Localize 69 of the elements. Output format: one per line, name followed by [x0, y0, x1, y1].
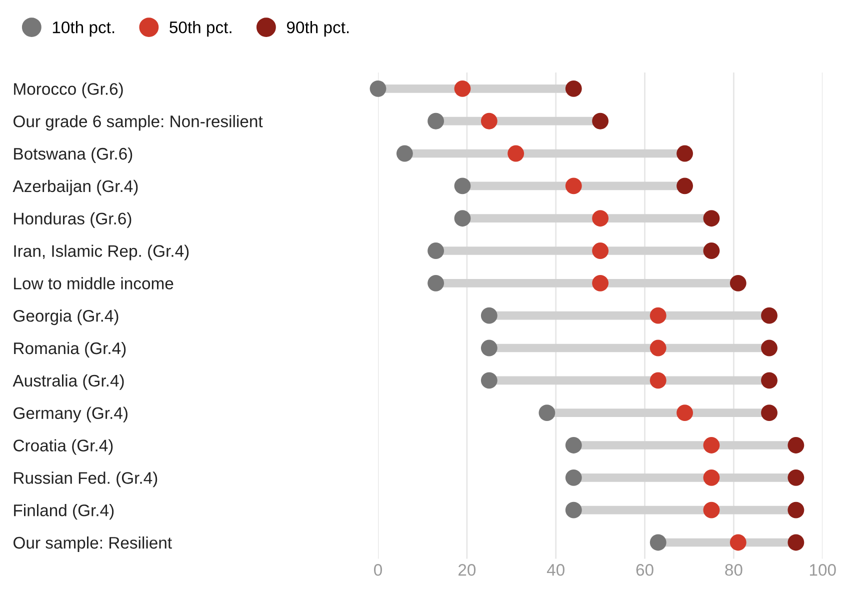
y-tick-label: Romania (Gr.4)	[14, 342, 126, 358]
x-tick-label: 20	[458, 564, 476, 576]
point	[592, 242, 609, 259]
point	[565, 178, 582, 194]
x-tick-label: 100	[810, 564, 836, 576]
point	[480, 340, 498, 356]
x-tick-label: 60	[636, 564, 654, 576]
point	[788, 502, 804, 518]
point	[508, 145, 524, 162]
point	[730, 534, 746, 551]
point	[396, 145, 413, 162]
point	[370, 80, 386, 97]
x-tick-label: 80	[725, 564, 742, 576]
point	[592, 210, 609, 227]
y-tick-label: Russian Fed. (Gr.4)	[14, 472, 158, 488]
point	[761, 307, 778, 324]
point	[428, 274, 444, 292]
point	[703, 242, 720, 259]
y-tick-label: Our grade 6 sample: Non-resilient	[14, 115, 263, 131]
point	[676, 145, 694, 162]
point	[761, 404, 778, 422]
point	[703, 437, 720, 454]
y-tick-label: Georgia (Gr.4)	[14, 310, 118, 326]
y-tick-label: Morocco (Gr.6)	[14, 82, 123, 98]
legend-label: 90th pct.	[286, 21, 349, 37]
y-tick-label: Our sample: Resilient	[14, 536, 172, 552]
point	[761, 372, 778, 389]
point	[428, 242, 444, 259]
point	[703, 469, 720, 486]
y-tick-label: Germany (Gr.4)	[14, 406, 128, 422]
legend-label: 50th pct.	[170, 21, 232, 37]
y-tick-label: Australia (Gr.4)	[12, 374, 124, 390]
point	[565, 437, 582, 454]
point	[565, 469, 582, 486]
point	[676, 404, 694, 422]
point	[676, 178, 694, 194]
point	[454, 178, 471, 194]
point	[650, 372, 666, 389]
point	[761, 340, 778, 356]
point	[454, 210, 471, 227]
point	[480, 372, 498, 389]
x-tick-label: 0	[374, 564, 382, 576]
point	[565, 502, 582, 518]
x-tick-label: 40	[546, 564, 564, 576]
point	[428, 112, 444, 130]
point	[788, 437, 804, 454]
point	[788, 534, 804, 551]
y-tick-label: Low to middle income	[14, 277, 174, 290]
y-tick-label: Croatia (Gr.4)	[14, 439, 113, 455]
y-tick-label: Botswana (Gr.6)	[14, 147, 132, 164]
point	[650, 340, 666, 356]
point	[565, 80, 582, 97]
point	[650, 307, 666, 324]
y-tick-label: Finland (Gr.4)	[14, 504, 114, 520]
point	[592, 274, 609, 292]
y-tick-label: Iran, Islamic Rep. (Gr.4)	[14, 244, 189, 260]
point	[454, 80, 471, 97]
point	[730, 274, 746, 292]
legend-label: 10th pct.	[52, 21, 114, 37]
point	[703, 210, 720, 227]
point	[480, 112, 498, 130]
point	[703, 502, 720, 518]
point	[538, 404, 556, 422]
y-tick-label: Honduras (Gr.6)	[14, 212, 132, 228]
point	[650, 534, 666, 551]
point	[788, 469, 804, 486]
point	[592, 112, 609, 130]
y-tick-label: Azerbaijan (Gr.4)	[12, 180, 138, 196]
point	[480, 307, 498, 324]
